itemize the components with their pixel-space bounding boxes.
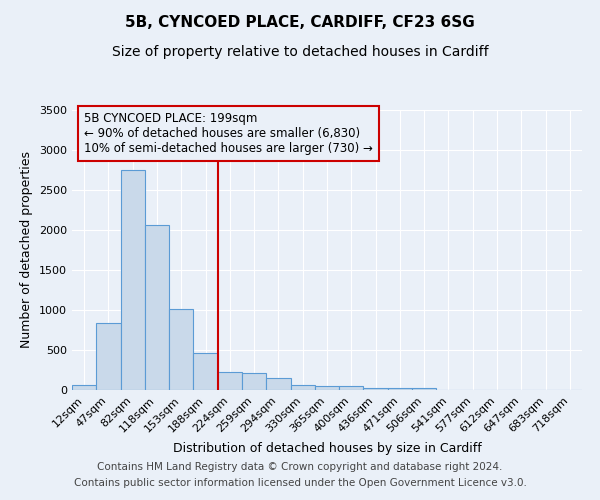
Text: Contains HM Land Registry data © Crown copyright and database right 2024.: Contains HM Land Registry data © Crown c… (97, 462, 503, 472)
Bar (193, 353, 218, 390)
Bar (290, 385, 315, 390)
Text: Size of property relative to detached houses in Cardiff: Size of property relative to detached ho… (112, 45, 488, 59)
Bar (412, 388, 436, 390)
Bar (388, 388, 412, 390)
Bar (339, 386, 364, 390)
Bar (266, 378, 290, 390)
Bar (169, 309, 193, 390)
Bar (364, 388, 388, 390)
Bar (96, 323, 121, 390)
Text: 5B, CYNCOED PLACE, CARDIFF, CF23 6SG: 5B, CYNCOED PLACE, CARDIFF, CF23 6SG (125, 15, 475, 30)
Text: Contains public sector information licensed under the Open Government Licence v3: Contains public sector information licen… (74, 478, 526, 488)
Text: 5B CYNCOED PLACE: 199sqm
← 90% of detached houses are smaller (6,830)
10% of sem: 5B CYNCOED PLACE: 199sqm ← 90% of detach… (84, 112, 373, 154)
Bar (145, 225, 169, 390)
Bar (315, 386, 339, 390)
Bar (72, 385, 96, 390)
Bar (121, 170, 145, 390)
Y-axis label: Number of detached properties: Number of detached properties (20, 152, 34, 348)
X-axis label: Distribution of detached houses by size in Cardiff: Distribution of detached houses by size … (173, 442, 481, 455)
Bar (242, 373, 266, 390)
Bar (218, 372, 242, 390)
